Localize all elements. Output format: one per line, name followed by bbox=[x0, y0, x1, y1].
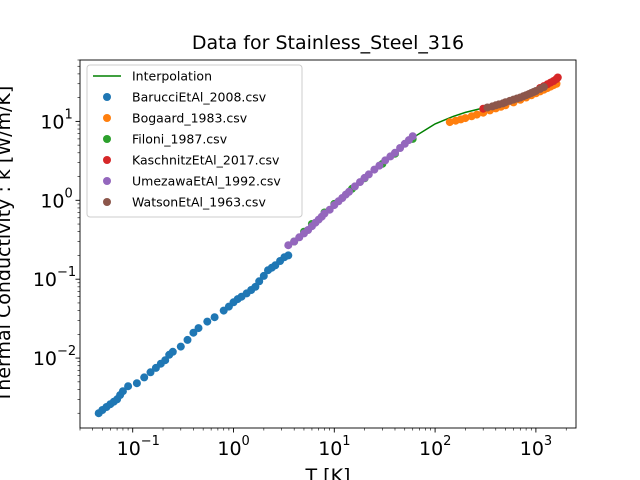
series-4 bbox=[284, 132, 417, 250]
x-tick-exponent: −1 bbox=[141, 434, 160, 449]
interpolation-line bbox=[287, 80, 557, 246]
data-point bbox=[183, 335, 192, 344]
data-point bbox=[194, 324, 203, 333]
x-tick-exponent: 1 bbox=[342, 434, 350, 449]
data-layer bbox=[94, 73, 562, 418]
series-0 bbox=[94, 251, 293, 418]
y-tick-label: 10 bbox=[33, 348, 57, 370]
legend-label: UmezawaEtAl_1992.csv bbox=[132, 174, 281, 189]
data-point bbox=[259, 271, 268, 280]
data-point bbox=[408, 132, 417, 141]
legend-label: KaschnitzEtAl_2017.csv bbox=[132, 153, 280, 168]
data-point bbox=[539, 83, 548, 91]
x-tick-exponent: 3 bbox=[544, 434, 552, 449]
x-tick-exponent: 2 bbox=[443, 434, 451, 449]
legend-marker bbox=[103, 93, 111, 101]
y-tick-exponent: 0 bbox=[65, 186, 73, 201]
x-tick-label: 10 bbox=[520, 438, 544, 460]
y-tick-label: 10 bbox=[33, 269, 57, 291]
data-point bbox=[210, 313, 219, 322]
data-point bbox=[203, 317, 212, 326]
legend-marker bbox=[103, 198, 111, 206]
series-3 bbox=[479, 73, 562, 113]
chart-title: Data for Stainless_Steel_316 bbox=[192, 32, 464, 54]
data-point bbox=[124, 382, 133, 391]
data-point bbox=[176, 342, 185, 351]
x-tick-exponent: 0 bbox=[242, 434, 250, 449]
x-axis-label: T [K] bbox=[305, 465, 351, 480]
y-tick-label: 10 bbox=[40, 111, 64, 133]
data-point bbox=[345, 187, 353, 196]
x-tick-label: 10 bbox=[318, 438, 342, 460]
legend-marker bbox=[103, 135, 111, 143]
plot-frame bbox=[79, 59, 577, 429]
x-tick-label: 10 bbox=[217, 438, 241, 460]
data-point bbox=[168, 347, 177, 356]
legend-marker bbox=[103, 114, 111, 122]
data-point bbox=[375, 161, 384, 170]
y-tick-exponent: −2 bbox=[57, 344, 76, 359]
data-point bbox=[255, 277, 264, 286]
data-point bbox=[391, 148, 399, 157]
legend-label: Interpolation bbox=[132, 69, 212, 84]
y-tick-label: 10 bbox=[40, 190, 64, 212]
legend: Interpolation BarucciEtAl_2008.csv Bogaard… bbox=[86, 64, 303, 218]
y-tick-exponent: −1 bbox=[57, 265, 76, 280]
data-point bbox=[284, 251, 293, 260]
data-point bbox=[118, 387, 127, 396]
data-point bbox=[553, 73, 562, 82]
data-point bbox=[140, 373, 149, 382]
data-point bbox=[461, 114, 470, 123]
data-point bbox=[284, 241, 293, 250]
legend-marker bbox=[103, 156, 111, 164]
series-5 bbox=[483, 83, 548, 112]
legend-label: WatsonEtAl_1963.csv bbox=[132, 195, 266, 210]
data-point bbox=[364, 170, 373, 179]
legend-marker bbox=[103, 177, 111, 185]
y-axis-label: Thermal Conductivity : k [W/m/K] bbox=[0, 86, 15, 404]
x-tick-label: 10 bbox=[117, 438, 141, 460]
legend-label: Filoni_1987.csv bbox=[132, 132, 228, 147]
data-point bbox=[132, 379, 141, 388]
data-point bbox=[146, 368, 155, 377]
y-tick-exponent: 1 bbox=[65, 107, 73, 122]
plot-area: 10 −1 10 0 10 1 10 2 10 310 −210 −110 010 1 bbox=[33, 59, 577, 460]
legend-label: BarucciEtAl_2008.csv bbox=[132, 90, 267, 105]
legend-box bbox=[86, 64, 303, 218]
legend-label: Bogaard_1983.csv bbox=[132, 111, 248, 126]
data-point bbox=[472, 110, 481, 119]
data-point bbox=[189, 328, 198, 337]
x-tick-label: 10 bbox=[419, 438, 443, 460]
